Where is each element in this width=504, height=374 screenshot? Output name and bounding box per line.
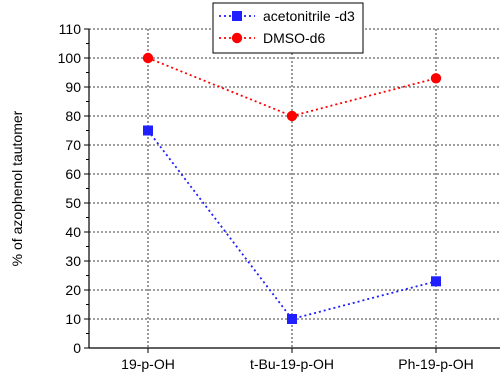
y-tick-label: 90 [65,79,81,95]
x-tick-label: Ph-19-p-OH [398,356,473,372]
data-point-circle [430,73,442,84]
data-point-square [287,314,297,324]
series-line [147,129,437,321]
x-axis-ticks: 19-p-OH t-Bu-19-p-OH Ph-19-p-OH [121,348,474,372]
legend-label: DMSO-d6 [263,30,325,46]
legend-marker-square [232,11,242,21]
y-tick-label: 70 [65,137,81,153]
x-tick-label: t-Bu-19-p-OH [250,356,334,372]
data-point-square [431,276,441,287]
y-tick-label: 20 [65,282,81,298]
y-tick-label: 10 [65,311,81,327]
data-point-circle [142,52,154,64]
y-tick-label: 0 [73,340,81,356]
legend: acetonitrile -d3 DMSO-d6 [212,2,364,54]
legend-marker-circle [231,32,243,44]
y-axis-title: % of azophenol tautomer [9,110,25,266]
y-axis-ticks: 0 10 20 30 40 50 60 70 80 90 100 110 [58,21,89,356]
series-layer [142,52,442,324]
y-tick-label: 30 [65,253,81,269]
y-tick-label: 80 [65,108,81,124]
legend-label: acetonitrile -d3 [263,8,355,24]
data-point-square [143,125,153,136]
y-tick-label: 50 [65,195,81,211]
data-point-circle [286,110,298,122]
x-tick-label: 19-p-OH [121,356,175,372]
y-tick-label: 100 [58,50,82,66]
y-tick-label: 110 [59,21,82,37]
y-tick-label: 60 [65,166,81,182]
y-tick-label: 40 [65,224,81,240]
